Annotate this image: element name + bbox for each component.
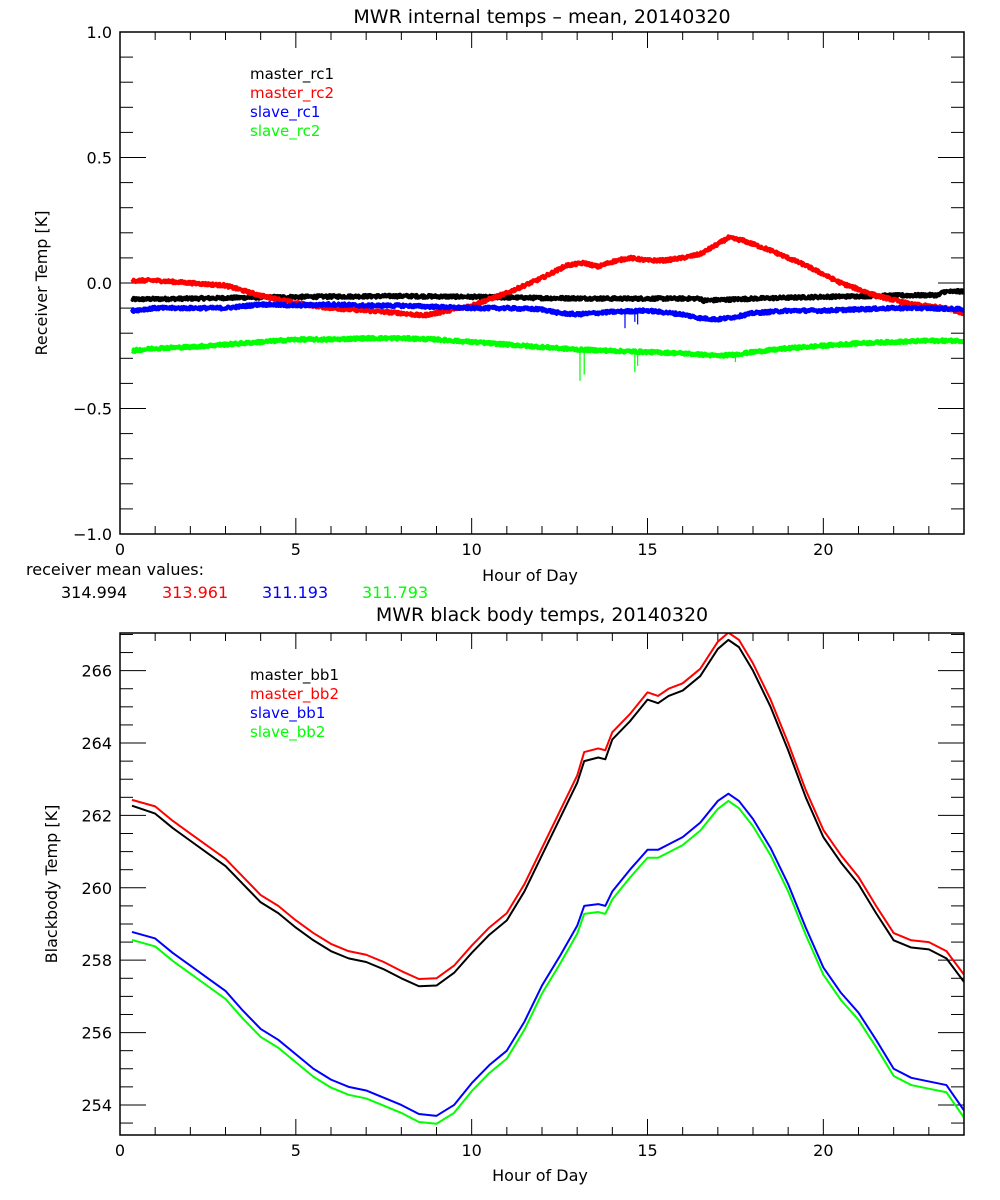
series-line-master-rc2	[130, 234, 964, 319]
x-tick-label: 15	[637, 1141, 657, 1160]
plot-area	[131, 633, 964, 1125]
plot-frame	[119, 31, 965, 535]
y-tick-label: −1.0	[73, 525, 112, 544]
y-tick-label: 266	[81, 662, 112, 681]
y-tick-label: 264	[81, 734, 112, 753]
y-axis-label: Receiver Temp [K]	[32, 210, 51, 355]
mean-value-master-rc1: 314.994	[61, 583, 127, 602]
x-tick-label: 10	[461, 540, 481, 559]
chart-title: MWR black body temps, 20140320	[376, 604, 708, 626]
plot-area	[130, 234, 964, 381]
x-tick-label: 10	[461, 1141, 481, 1160]
legend-item: master_bb1	[250, 666, 339, 685]
receiver-mean-label: receiver mean values:	[26, 560, 204, 579]
y-axis-label: Blackbody Temp [K]	[42, 805, 61, 964]
y-tick-label: 0.5	[87, 149, 112, 168]
x-tick-label: 5	[291, 540, 301, 559]
chart-title: MWR internal temps – mean, 20140320	[353, 6, 730, 28]
y-tick-label: 0.0	[87, 274, 112, 293]
legend-item: master_rc1	[250, 65, 334, 84]
y-tick-label: 258	[81, 951, 112, 970]
series-line-slave-rc1	[130, 301, 964, 323]
x-tick-label: 20	[813, 1141, 833, 1160]
y-tick-label: 256	[81, 1024, 112, 1043]
series-line-slave-rc2	[130, 334, 964, 359]
y-tick-label: 254	[81, 1096, 112, 1115]
series-line-master-bb1	[131, 638, 964, 988]
series-group	[130, 234, 964, 381]
y-tick-label: −0.5	[73, 400, 112, 419]
legend-item: slave_rc2	[250, 122, 320, 141]
plot-frame	[119, 632, 965, 1136]
legend-item: slave_bb1	[250, 704, 325, 723]
mean-value-slave-rc1: 311.193	[262, 583, 328, 602]
mean-value-master-rc2: 313.961	[162, 583, 228, 602]
legend-item: slave_bb2	[250, 723, 325, 742]
legend-item: master_rc2	[250, 84, 334, 103]
y-tick-label: 262	[81, 806, 112, 825]
blackbody-temp-panel: MWR black body temps, 20140320 0 5 10 15 20 2…	[42, 604, 965, 1185]
x-tick-label: 0	[115, 1141, 125, 1160]
series-line-master-bb2	[131, 633, 964, 981]
axis-ticks: 0 5 10 15 20 254 256 258 260 262 264 266	[81, 633, 965, 1160]
series-group	[131, 633, 964, 1125]
x-axis-label: Hour of Day	[482, 566, 578, 585]
receiver-mean-values: receiver mean values: 314.994 313.961 31…	[26, 560, 428, 602]
axis-ticks: 0 5 10 15 20 −1.0 −0.5 0.0 0.5 1.0	[73, 23, 965, 559]
mean-value-slave-rc2: 311.793	[362, 583, 428, 602]
series-line-slave-bb2	[131, 799, 964, 1125]
x-tick-label: 15	[637, 540, 657, 559]
legend: master_bb1 master_bb2 slave_bb1 slave_bb…	[250, 666, 339, 742]
x-axis-label: Hour of Day	[492, 1166, 588, 1185]
legend-item: master_bb2	[250, 685, 339, 704]
series-line-slave-bb1	[131, 792, 964, 1117]
legend-item: slave_rc1	[250, 103, 320, 122]
x-tick-label: 0	[115, 540, 125, 559]
legend: master_rc1 master_rc2 slave_rc1 slave_rc…	[250, 65, 334, 141]
x-tick-label: 20	[813, 540, 833, 559]
y-tick-label: 260	[81, 879, 112, 898]
receiver-temp-panel: MWR internal temps – mean, 20140320 0 5 10…	[32, 6, 965, 585]
y-tick-label: 1.0	[87, 23, 112, 42]
x-tick-label: 5	[291, 1141, 301, 1160]
